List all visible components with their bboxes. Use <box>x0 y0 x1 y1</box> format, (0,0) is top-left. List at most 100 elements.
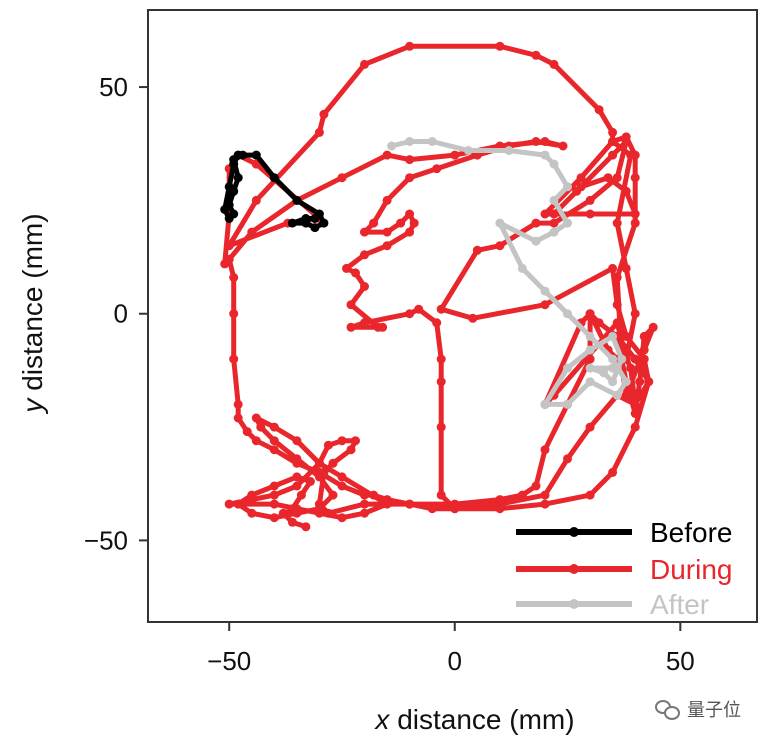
point-after-27 <box>608 377 618 387</box>
point-during-88 <box>346 322 356 332</box>
point-during-146 <box>585 309 595 319</box>
point-during-186 <box>314 504 324 514</box>
point-during-182 <box>269 436 279 446</box>
point-during-145 <box>594 318 604 328</box>
point-before-15 <box>319 218 329 228</box>
point-during-185 <box>328 490 338 500</box>
point-during-23 <box>612 273 622 282</box>
point-during-48 <box>576 173 586 183</box>
watermark: 量子位 <box>655 696 741 722</box>
point-during-139 <box>585 490 595 500</box>
point-before-6 <box>224 200 234 210</box>
point-during-73 <box>630 399 640 409</box>
y-tick-label: 0 <box>114 299 128 329</box>
point-during-98 <box>409 218 419 228</box>
point-after-13 <box>517 263 527 273</box>
point-during-82 <box>436 377 446 387</box>
point-after-21 <box>563 399 572 409</box>
point-during-46 <box>626 150 636 160</box>
point-during-197 <box>278 508 288 518</box>
point-during-193 <box>292 472 302 482</box>
point-during-120 <box>229 273 239 282</box>
point-during-57 <box>608 150 618 160</box>
point-during-33 <box>626 363 636 373</box>
point-after-0 <box>387 141 397 151</box>
point-after-28 <box>599 368 609 378</box>
point-during-162 <box>337 436 347 446</box>
point-during-110 <box>558 141 568 151</box>
point-during-124 <box>233 413 243 423</box>
point-before-7 <box>229 186 239 196</box>
wechat-icon <box>655 698 681 720</box>
point-after-5 <box>540 150 550 160</box>
point-during-137 <box>495 504 505 514</box>
legend-label-after: After <box>650 589 709 620</box>
point-during-180 <box>251 413 261 423</box>
point-during-69 <box>612 300 622 310</box>
point-after-20 <box>585 377 595 387</box>
point-after-16 <box>585 331 595 341</box>
point-after-4 <box>504 146 514 155</box>
legend-item-before: Before <box>516 517 733 548</box>
point-during-141 <box>630 422 640 432</box>
point-during-83 <box>436 354 446 364</box>
point-during-9 <box>314 127 324 137</box>
point-during-153 <box>450 499 460 509</box>
legend-marker-after <box>569 599 579 609</box>
point-during-45 <box>612 218 622 228</box>
legend-item-during: During <box>516 554 732 585</box>
plot-frame <box>147 9 758 623</box>
point-during-109 <box>531 137 541 146</box>
point-during-62 <box>531 218 541 228</box>
point-during-114 <box>405 155 415 165</box>
point-during-85 <box>414 304 424 314</box>
point-during-76 <box>563 454 572 464</box>
point-during-59 <box>612 173 622 183</box>
point-during-22 <box>630 218 640 228</box>
point-during-170 <box>269 499 279 509</box>
series-layer <box>220 41 658 532</box>
legend-marker-before <box>569 527 579 537</box>
point-during-132 <box>369 490 379 500</box>
point-during-7 <box>224 241 234 251</box>
point-during-70 <box>621 331 631 341</box>
point-after-14 <box>540 286 550 296</box>
point-during-81 <box>436 422 446 432</box>
point-during-127 <box>269 445 279 455</box>
point-during-168 <box>224 499 234 509</box>
point-during-163 <box>323 440 333 450</box>
point-during-181 <box>256 422 266 432</box>
legend-label-during: During <box>650 554 732 585</box>
point-during-95 <box>360 250 369 260</box>
series-before <box>220 150 329 233</box>
point-during-63 <box>495 241 505 251</box>
point-after-2 <box>427 137 437 146</box>
point-during-75 <box>585 422 595 432</box>
point-during-166 <box>269 490 279 500</box>
point-during-60 <box>585 195 595 205</box>
point-before-9 <box>229 155 239 165</box>
point-before-20 <box>310 214 320 223</box>
point-during-119 <box>224 254 234 264</box>
point-after-7 <box>563 182 572 192</box>
point-during-16 <box>594 105 604 115</box>
point-after-1 <box>405 137 415 146</box>
point-during-52 <box>621 186 631 196</box>
x-axis-label: x distance (mm) <box>373 704 574 735</box>
point-during-135 <box>427 504 437 514</box>
point-during-14 <box>531 50 541 60</box>
point-during-177 <box>314 458 324 468</box>
point-after-6 <box>549 159 559 169</box>
point-after-8 <box>549 195 559 205</box>
point-before-12 <box>269 173 279 183</box>
point-during-118 <box>247 227 257 237</box>
point-during-178 <box>292 436 302 446</box>
point-during-150 <box>531 481 541 491</box>
point-during-80 <box>436 490 446 500</box>
x-tick-label: 0 <box>448 646 462 676</box>
point-during-99 <box>405 209 415 219</box>
point-during-26 <box>630 409 640 418</box>
point-after-31 <box>608 363 618 373</box>
point-during-58 <box>621 137 631 146</box>
